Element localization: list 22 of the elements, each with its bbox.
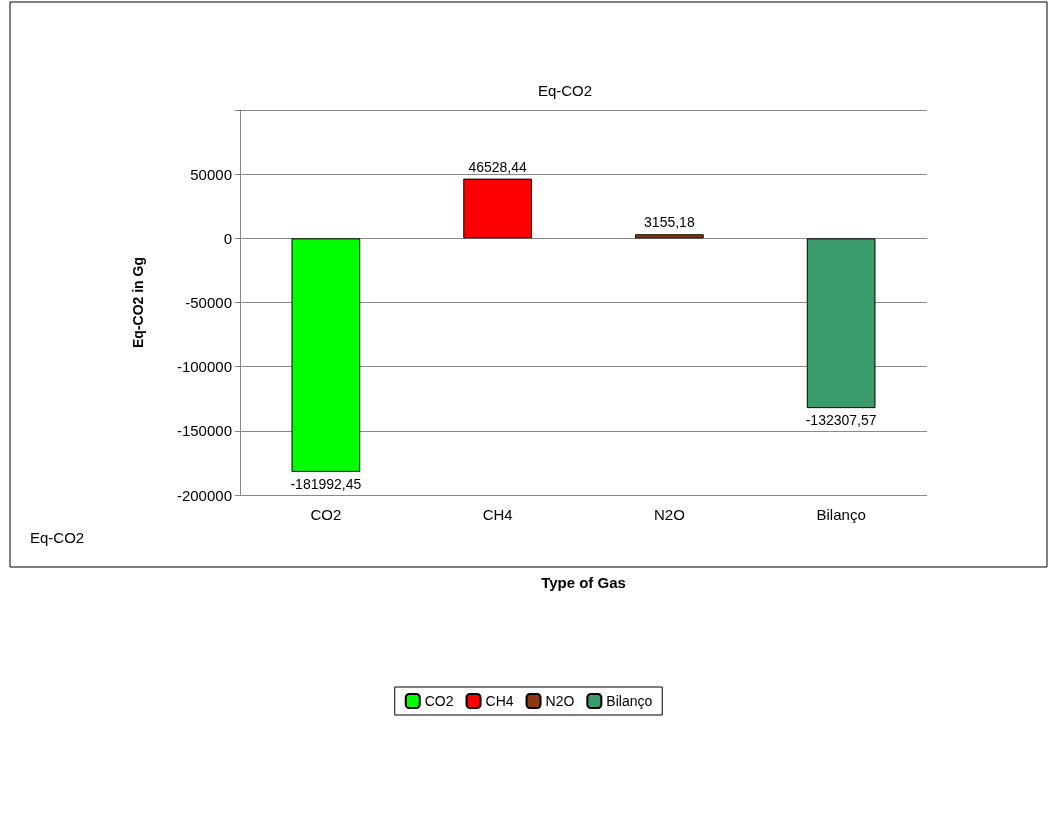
x-tick-label: N2O (653, 506, 685, 523)
legend-label: CH4 (485, 693, 514, 709)
legend-label: CO2 (424, 693, 454, 709)
legend-label: Bilanço (606, 693, 653, 709)
y-axis-title: Eq-CO2 in Gg (130, 257, 146, 348)
x-tick-label: Bilanço (816, 506, 866, 523)
x-axis-title: Type of Gas (541, 574, 626, 591)
text: Eq-CO2 (30, 529, 85, 546)
data-label: 46528,44 (468, 158, 528, 175)
x-tick-label: CH4 (482, 506, 513, 523)
data-label: -181992,45 (290, 475, 362, 492)
data-label: 3155,18 (644, 214, 695, 231)
y-tick-label: 50000 (190, 165, 232, 183)
y-tick-label: -100000 (176, 358, 232, 376)
legend-label: N2O (545, 693, 575, 709)
chart-title: Eq-CO2 (537, 82, 593, 99)
y-tick-label: 0 (223, 229, 232, 247)
x-tick-label: CO2 (310, 506, 342, 523)
y-tick-label: -200000 (176, 486, 232, 504)
y-tick-label: -150000 (176, 422, 232, 440)
data-label: -132307,57 (805, 412, 877, 429)
y-tick-label: -50000 (185, 294, 232, 311)
